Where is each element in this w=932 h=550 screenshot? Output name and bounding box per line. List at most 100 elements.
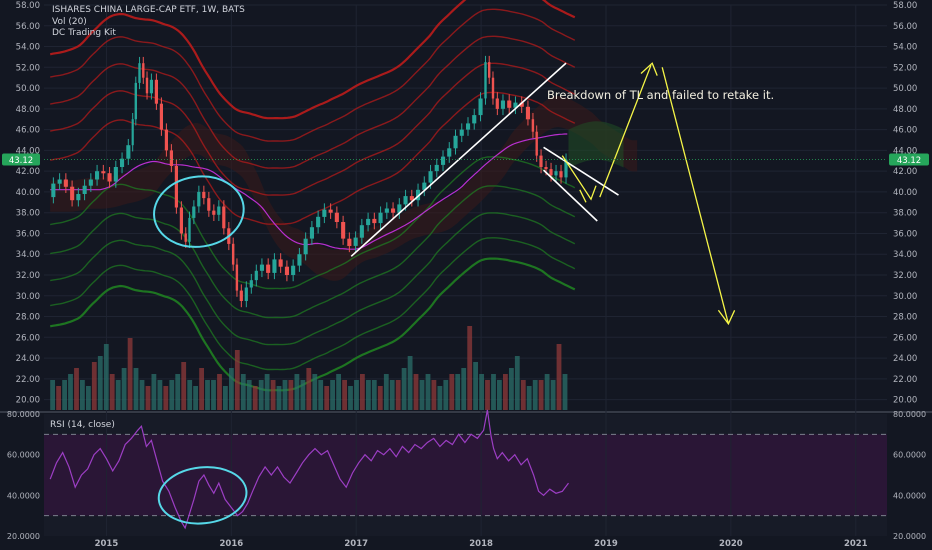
candle-body[interactable] xyxy=(159,103,163,130)
candle-body[interactable] xyxy=(459,129,464,136)
short-projection-arrowhead[interactable] xyxy=(579,189,587,203)
candle-body[interactable] xyxy=(366,218,371,226)
candle-body[interactable] xyxy=(249,280,253,288)
candle-body[interactable] xyxy=(453,135,458,149)
rsi-panel[interactable] xyxy=(49,409,569,530)
candle-body[interactable] xyxy=(131,119,134,146)
candle-body[interactable] xyxy=(134,82,137,120)
candle-body[interactable] xyxy=(76,194,81,201)
candle-body[interactable] xyxy=(154,79,158,104)
candle-body[interactable] xyxy=(559,171,563,178)
candle-body[interactable] xyxy=(478,98,483,116)
candle-body[interactable] xyxy=(513,102,518,108)
price-series[interactable] xyxy=(51,55,568,308)
candle-body[interactable] xyxy=(126,145,131,159)
candle-body[interactable] xyxy=(254,270,258,281)
candle-body[interactable] xyxy=(488,62,491,78)
candle-body[interactable] xyxy=(353,237,358,246)
candle-body[interactable] xyxy=(447,148,452,157)
candle-body[interactable] xyxy=(554,171,558,176)
candle-body[interactable] xyxy=(316,216,321,228)
rsi-highlight-circle[interactable] xyxy=(156,463,249,528)
candle-body[interactable] xyxy=(164,129,168,151)
candle-body[interactable] xyxy=(472,115,477,124)
candle-body[interactable] xyxy=(174,166,178,208)
candle-body[interactable] xyxy=(101,171,106,174)
candle-body[interactable] xyxy=(422,182,427,190)
candle-body[interactable] xyxy=(328,209,333,213)
candle-body[interactable] xyxy=(535,131,538,156)
candle-body[interactable] xyxy=(149,79,153,94)
bounce-arrowhead[interactable] xyxy=(640,62,658,76)
candle-body[interactable] xyxy=(341,222,346,239)
volume-indicator-label[interactable]: Vol (20) xyxy=(52,16,87,27)
candle-body[interactable] xyxy=(70,186,75,201)
candle-body[interactable] xyxy=(466,123,471,130)
breakdown-annotation[interactable]: Breakdown of TL and failed to retake it. xyxy=(547,88,775,102)
candle-body[interactable] xyxy=(309,227,314,239)
candle-body[interactable] xyxy=(184,233,187,242)
candle-body[interactable] xyxy=(192,206,196,218)
candle-body[interactable] xyxy=(495,98,499,109)
symbol-title[interactable]: ISHARES CHINA LARGE-CAP ETF, 1W, BATS xyxy=(52,5,245,15)
candle-body[interactable] xyxy=(322,209,327,217)
candle-body[interactable] xyxy=(212,210,216,215)
candle-body[interactable] xyxy=(232,243,235,265)
candle-body[interactable] xyxy=(531,119,535,132)
candle-body[interactable] xyxy=(297,254,302,266)
candle-body[interactable] xyxy=(145,77,149,94)
candle-body[interactable] xyxy=(544,167,548,170)
candle-body[interactable] xyxy=(434,164,439,172)
candle-body[interactable] xyxy=(378,212,383,224)
candle-body[interactable] xyxy=(217,206,221,215)
trading-kit-indicator-label[interactable]: DC Trading Kit xyxy=(52,28,116,38)
candle-body[interactable] xyxy=(403,196,408,205)
candle-body[interactable] xyxy=(272,259,277,273)
upper-wedge-trendline[interactable] xyxy=(543,146,619,196)
candle-body[interactable] xyxy=(347,238,352,246)
candle-body[interactable] xyxy=(266,264,271,273)
candle-body[interactable] xyxy=(107,173,112,182)
candle-body[interactable] xyxy=(416,189,421,201)
candle-body[interactable] xyxy=(484,62,487,99)
price-highlight-circle[interactable] xyxy=(149,171,248,253)
candle-body[interactable] xyxy=(222,206,226,229)
short-projection-arrow[interactable] xyxy=(561,155,597,201)
candle-body[interactable] xyxy=(428,171,433,183)
candle-body[interactable] xyxy=(278,259,283,267)
candle-body[interactable] xyxy=(549,169,553,176)
candle-body[interactable] xyxy=(519,102,524,107)
candle-body[interactable] xyxy=(142,63,145,78)
candle-body[interactable] xyxy=(259,264,264,271)
candle-body[interactable] xyxy=(284,266,289,275)
candle-body[interactable] xyxy=(82,185,87,194)
candle-body[interactable] xyxy=(500,100,505,109)
candle-body[interactable] xyxy=(188,217,191,242)
drop-projection-arrow[interactable] xyxy=(661,67,730,324)
candle-body[interactable] xyxy=(372,218,377,224)
candle-body[interactable] xyxy=(120,158,125,167)
candle-body[interactable] xyxy=(384,208,389,213)
candle-body[interactable] xyxy=(197,191,201,207)
rsi-line[interactable] xyxy=(49,409,569,530)
candle-body[interactable] xyxy=(113,167,118,182)
bounce-projection-arrow[interactable] xyxy=(599,64,652,198)
candle-body[interactable] xyxy=(291,265,296,275)
candle-body[interactable] xyxy=(57,179,62,184)
candle-body[interactable] xyxy=(491,77,495,99)
candle-body[interactable] xyxy=(202,191,206,199)
candle-body[interactable] xyxy=(441,156,446,165)
rsi-label[interactable]: RSI (14, close) xyxy=(50,420,115,430)
candle-body[interactable] xyxy=(564,159,568,178)
candle-body[interactable] xyxy=(239,290,243,301)
candle-body[interactable] xyxy=(525,106,530,120)
candle-body[interactable] xyxy=(334,212,339,222)
candle-body[interactable] xyxy=(235,264,239,291)
candle-body[interactable] xyxy=(95,171,100,180)
candle-body[interactable] xyxy=(51,183,56,198)
candle-body[interactable] xyxy=(63,179,68,187)
candle-body[interactable] xyxy=(391,208,396,213)
candle-body[interactable] xyxy=(409,196,414,201)
candle-body[interactable] xyxy=(359,225,364,238)
